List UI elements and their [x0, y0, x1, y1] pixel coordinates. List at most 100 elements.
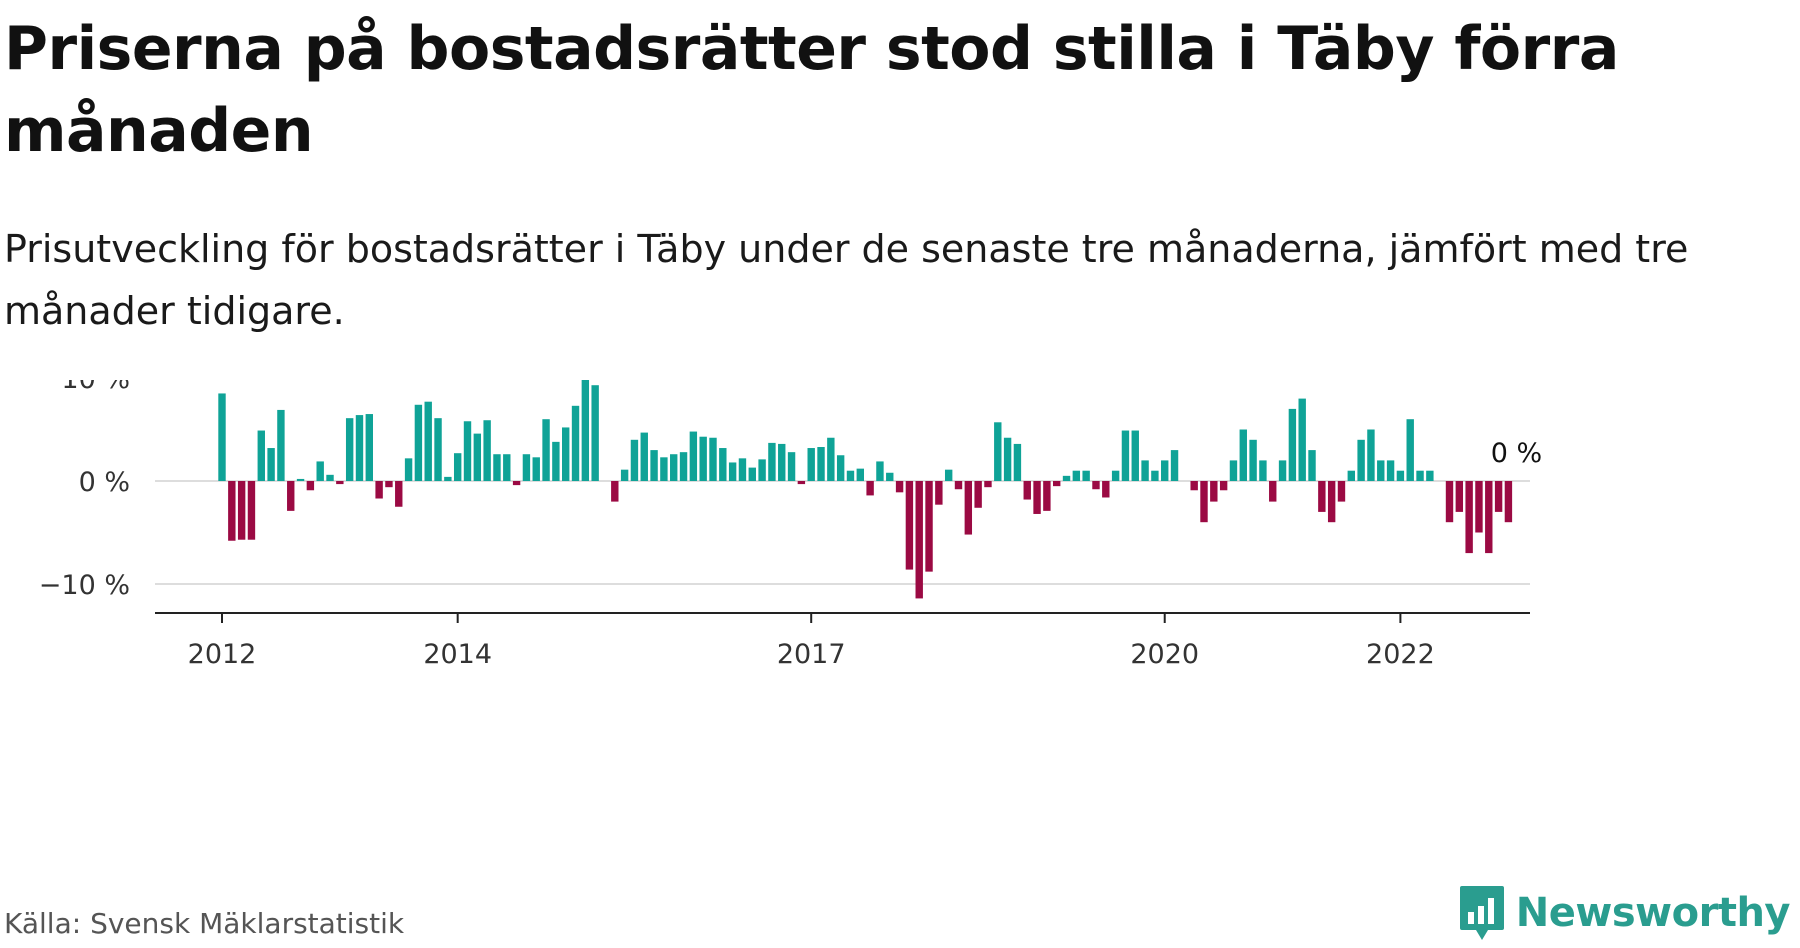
y-tick-label: 10 % — [61, 380, 130, 395]
bar — [1494, 481, 1503, 512]
bar — [375, 481, 383, 499]
bar — [778, 443, 786, 481]
bar — [1111, 470, 1120, 481]
bar — [1013, 443, 1022, 481]
bar — [1259, 460, 1267, 481]
bar — [355, 415, 364, 481]
bar — [218, 393, 226, 481]
bar — [503, 454, 511, 481]
bar — [699, 436, 707, 481]
bar — [1121, 430, 1130, 481]
chart-title: Priserna på bostadsrätter stod stilla i … — [4, 14, 1619, 166]
bar — [758, 459, 766, 481]
bar — [1102, 481, 1110, 498]
bar — [944, 469, 953, 481]
bar — [1131, 430, 1139, 481]
bar — [473, 433, 482, 481]
bar — [866, 481, 874, 496]
bar — [827, 437, 835, 481]
bar — [1062, 475, 1071, 481]
bar — [1219, 481, 1228, 491]
bar — [453, 453, 462, 481]
bar — [807, 448, 815, 481]
bar — [886, 472, 894, 481]
bar — [817, 447, 825, 481]
bar — [306, 481, 315, 491]
bar — [385, 481, 393, 488]
bar — [797, 481, 806, 485]
y-tick-label: 0 % — [79, 467, 130, 498]
bar — [1210, 481, 1218, 502]
bar — [365, 414, 373, 481]
bar — [1092, 481, 1100, 490]
brand-name: Newsworthy — [1515, 890, 1791, 936]
bar — [404, 458, 413, 481]
bar — [787, 452, 796, 481]
bar — [1386, 460, 1395, 481]
chart-subtitle: Prisutveckling för bostadsrätter i Täby … — [4, 227, 1689, 333]
source-note: Källa: Svensk Mäklarstatistik — [4, 907, 405, 940]
bar — [1396, 470, 1405, 481]
bar — [277, 409, 285, 481]
bar — [728, 462, 737, 481]
bar — [532, 457, 540, 481]
bar — [1416, 470, 1424, 481]
bar — [581, 380, 590, 481]
bar — [336, 481, 344, 485]
bar — [660, 457, 668, 481]
bar — [542, 419, 550, 481]
bar — [257, 430, 265, 481]
bar — [1229, 460, 1238, 481]
bar — [1347, 470, 1355, 481]
bar — [650, 450, 658, 481]
bar — [984, 481, 992, 488]
bar — [689, 431, 698, 481]
bar — [905, 481, 914, 570]
bar — [1298, 398, 1306, 481]
bar — [316, 461, 324, 481]
bar — [562, 427, 570, 481]
bar — [876, 461, 884, 481]
bar — [1033, 481, 1041, 514]
bar — [954, 481, 963, 490]
bar — [670, 454, 678, 481]
bar — [1023, 481, 1031, 500]
bar — [1318, 481, 1326, 512]
bar — [414, 404, 423, 481]
x-tick-label: 2014 — [423, 639, 492, 670]
brand-logo: Newsworthy — [1458, 884, 1791, 942]
bar — [679, 452, 688, 481]
bar — [228, 481, 236, 541]
bar — [1445, 481, 1454, 523]
bars — [218, 380, 1513, 599]
bar — [1406, 419, 1414, 481]
x-tick-label: 2020 — [1130, 639, 1199, 670]
bar — [768, 442, 776, 481]
last-value-annotation: 0 % — [1491, 438, 1542, 469]
bar — [719, 448, 727, 481]
bar — [1151, 470, 1159, 481]
bar — [1003, 437, 1012, 481]
bar — [1357, 439, 1365, 481]
bar — [1269, 481, 1277, 502]
bar — [709, 437, 717, 481]
bar — [247, 481, 256, 540]
bar — [522, 454, 531, 481]
bar — [395, 481, 403, 507]
bar — [267, 448, 275, 481]
bar — [1249, 439, 1257, 481]
bar — [1043, 481, 1051, 511]
bar — [1455, 481, 1464, 512]
bar — [552, 441, 560, 481]
bar — [1377, 460, 1385, 481]
bar — [1485, 481, 1493, 554]
bar — [994, 422, 1002, 481]
bar — [915, 481, 923, 599]
bar — [836, 455, 845, 481]
bar — [493, 454, 501, 481]
bar — [591, 385, 599, 481]
bar — [1239, 429, 1247, 481]
bar — [1190, 481, 1198, 491]
bar — [1504, 481, 1513, 523]
bar — [1161, 460, 1169, 481]
